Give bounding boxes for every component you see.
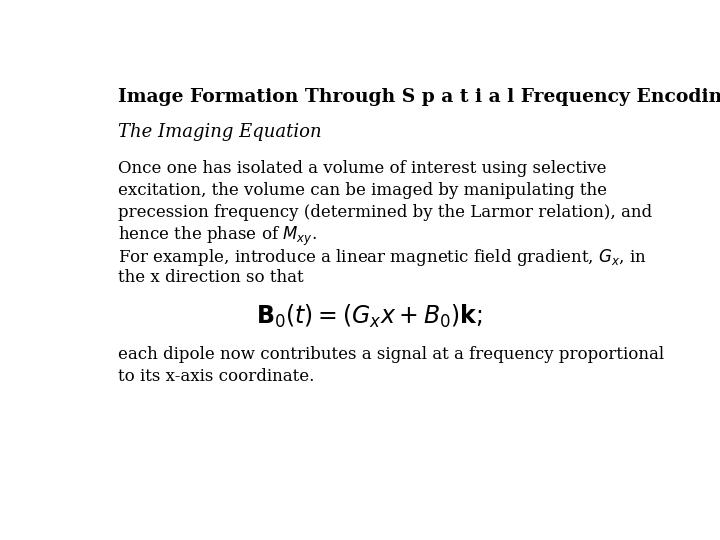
Text: each dipole now contributes a signal at a frequency proportional: each dipole now contributes a signal at …	[118, 346, 664, 363]
Text: $\mathbf{B}_0(t) = (G_x x + B_0)\mathbf{k};$: $\mathbf{B}_0(t) = (G_x x + B_0)\mathbf{…	[256, 302, 482, 330]
Text: the x direction so that: the x direction so that	[118, 268, 304, 286]
Text: hence the phase of $\mathit{M}_{xy}$.: hence the phase of $\mathit{M}_{xy}$.	[118, 225, 317, 248]
Text: Once one has isolated a volume of interest using selective: Once one has isolated a volume of intere…	[118, 160, 606, 178]
Text: The Imaging Equation: The Imaging Equation	[118, 123, 322, 141]
Text: Image Formation Through S p a t i a l Frequency Encoding: Image Formation Through S p a t i a l Fr…	[118, 87, 720, 106]
Text: excitation, the volume can be imaged by manipulating the: excitation, the volume can be imaged by …	[118, 182, 607, 199]
Text: to its x-axis coordinate.: to its x-axis coordinate.	[118, 368, 314, 385]
Text: For example, introduce a linear magnetic field gradient, $G_x$, in: For example, introduce a linear magnetic…	[118, 247, 647, 268]
Text: precession frequency (determined by the Larmor relation), and: precession frequency (determined by the …	[118, 204, 652, 221]
